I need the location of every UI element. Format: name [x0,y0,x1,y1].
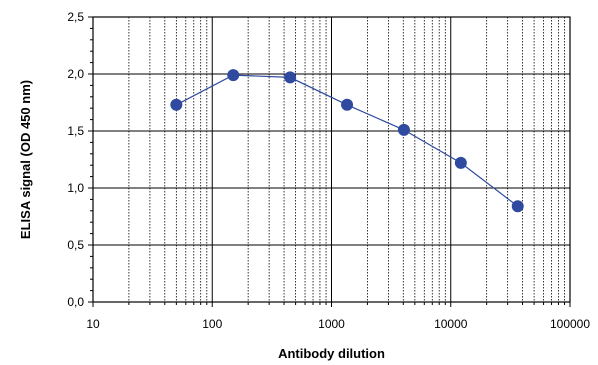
x-tick-label: 10 [86,317,100,331]
label-layer: 10 100 1000 10000 100000 0,0 0,5 1,0 1,5 2,0 2,5 [67,10,590,331]
y-tick-label: 0,5 [67,238,84,252]
y-tick-label: 2,0 [67,67,84,81]
axis-layer [88,16,571,307]
data-point [341,98,354,111]
data-point [170,98,183,111]
y-tick-label: 0,0 [67,295,84,309]
y-axis-title: ELISA signal (OD 450 nm) [18,80,33,239]
series-line [176,74,519,207]
x-tick-label: 1000 [318,317,345,331]
grid-layer [92,16,571,303]
data-point [454,156,467,169]
x-tick-label: 100 [202,317,222,331]
y-tick-label: 2,5 [67,10,84,24]
data-point [511,200,524,213]
plot-frame [92,16,571,303]
x-axis-title: Antibody dilution [278,346,385,361]
y-tick-label: 1,5 [67,124,84,138]
x-tick-label: 10000 [434,317,468,331]
data-point [397,123,410,136]
x-tick-label: 100000 [550,317,590,331]
data-point [227,69,240,82]
series-layer [170,69,524,213]
y-tick-label: 1,0 [67,181,84,195]
data-point [284,71,297,84]
